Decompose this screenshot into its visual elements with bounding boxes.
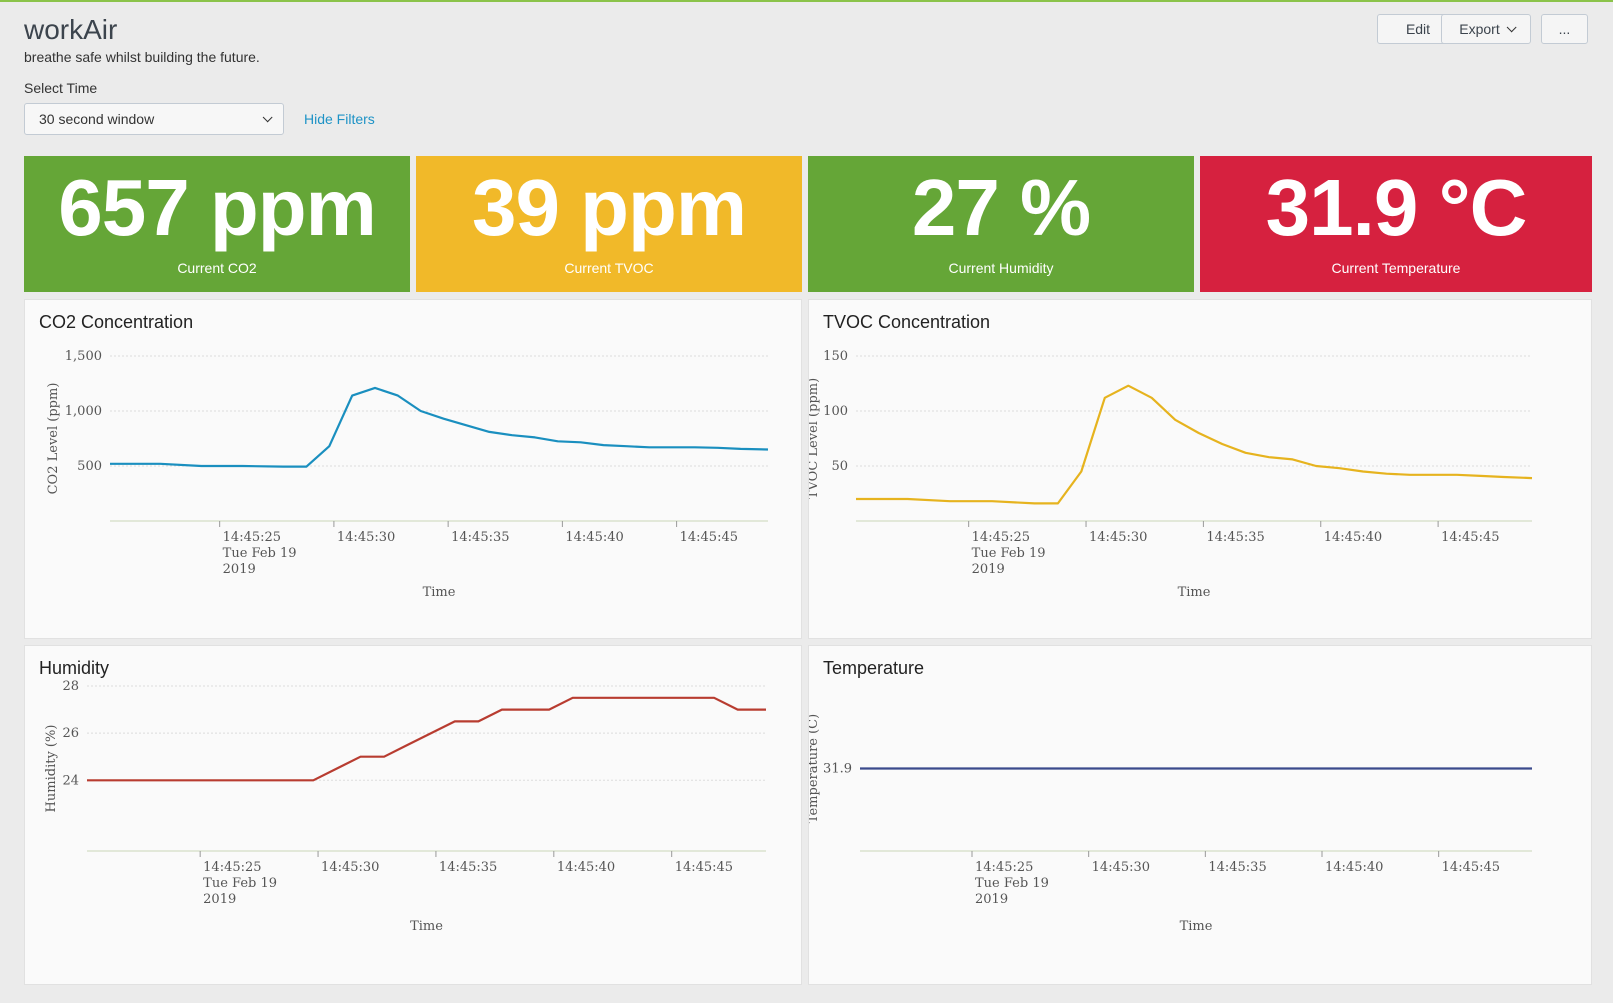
y-tick-label: 100: [823, 404, 848, 419]
x-tick-label: 14:45:45: [680, 530, 738, 545]
tile-value: 31.9 °C: [1265, 163, 1528, 252]
x-tick-label: 14:45:35: [439, 860, 497, 875]
x-tick-label: 2019: [975, 892, 1008, 907]
series-line: [856, 384, 1533, 505]
panel-title: Humidity: [39, 658, 110, 678]
tile-value: 39 ppm: [471, 163, 747, 252]
tile-value: 657 ppm: [58, 163, 377, 252]
tile-label: Current CO2: [177, 260, 257, 276]
tile-label: Current Temperature: [1331, 260, 1461, 276]
x-tick-label: 14:45:45: [675, 860, 733, 875]
panel-co2: CO2 Concentration 500 1,000 1,500 14:45:25 T…: [24, 299, 802, 639]
tile-value: 27 %: [911, 163, 1091, 252]
panel-title: CO2 Concentration: [39, 312, 194, 332]
x-tick-label: 14:45:45: [1441, 530, 1499, 545]
series-line: [110, 386, 769, 468]
x-tick-label: 14:45:35: [1208, 860, 1266, 875]
y-axis-title: CO2 Level (ppm): [46, 383, 61, 495]
x-tick-label: 14:45:40: [1324, 530, 1382, 545]
panel-temperature: Temperature 31.9 14:45:25 Tue Feb 19 2019 14…: [808, 645, 1592, 985]
export-button[interactable]: Export: [1441, 14, 1531, 44]
tile-label: Current TVOC: [564, 260, 654, 276]
y-axis-title: Temperature (C): [809, 714, 821, 823]
x-tick-label: 14:45:25: [975, 860, 1033, 875]
tile-current-co2: 657 ppm Current CO2: [24, 156, 410, 292]
y-axis-title: TVOC Level (ppm): [809, 378, 821, 499]
x-axis-title: Time: [423, 585, 456, 600]
time-filter-label: Select Time: [24, 80, 98, 96]
panel-tvoc: TVOC Concentration 50 100 150 14:45:25 Tue F…: [808, 299, 1592, 639]
x-tick-label: 14:45:40: [1325, 860, 1383, 875]
tile-label: Current Humidity: [948, 260, 1054, 276]
panel-title: TVOC Concentration: [823, 312, 991, 332]
export-button-label: Export: [1459, 21, 1500, 37]
y-tick-label: 500: [77, 459, 102, 474]
y-tick-label: 1,500: [65, 349, 102, 364]
more-button[interactable]: ...: [1541, 14, 1588, 44]
x-tick-label: 2019: [972, 562, 1005, 577]
x-tick-label: 14:45:40: [565, 530, 623, 545]
dashboard-title: workAir: [24, 14, 118, 45]
time-select[interactable]: 30 second window: [24, 103, 284, 135]
x-tick-label: 14:45:25: [972, 530, 1030, 545]
x-tick-label: 2019: [223, 562, 256, 577]
x-tick-label: 14:45:45: [1442, 860, 1500, 875]
tile-current-humidity: 27 % Current Humidity: [808, 156, 1194, 292]
y-tick-label: 28: [62, 679, 79, 694]
x-axis-title: Time: [410, 919, 443, 934]
tile-current-temperature: 31.9 °C Current Temperature: [1200, 156, 1592, 292]
x-tick-label: 14:45:30: [1092, 860, 1150, 875]
x-axis-title: Time: [1178, 585, 1211, 600]
chevron-down-icon: [262, 111, 273, 122]
chevron-down-icon: [1506, 21, 1517, 32]
x-tick-label: 14:45:30: [1089, 530, 1147, 545]
y-tick-label: 150: [823, 349, 848, 364]
panel-title: Temperature: [823, 658, 925, 678]
time-select-value: 30 second window: [39, 111, 155, 127]
x-tick-label: 14:45:35: [1206, 530, 1264, 545]
x-tick-label: Tue Feb 19: [203, 876, 277, 891]
series-line: [87, 696, 766, 782]
y-tick-label: 26: [62, 726, 79, 741]
x-tick-label: 14:45:40: [557, 860, 615, 875]
y-tick-label: 50: [831, 459, 848, 474]
x-tick-label: 2019: [203, 892, 236, 907]
x-tick-label: Tue Feb 19: [975, 876, 1049, 891]
y-tick-label: 31.9: [823, 762, 852, 777]
x-axis-title: Time: [1180, 919, 1213, 934]
edit-button-label: Edit: [1405, 21, 1431, 37]
x-tick-label: 14:45:30: [337, 530, 395, 545]
x-tick-label: 14:45:30: [321, 860, 379, 875]
y-tick-label: 24: [62, 773, 79, 788]
hide-filters-link[interactable]: Hide Filters: [304, 111, 375, 127]
more-button-label: ...: [1558, 21, 1571, 37]
x-tick-label: 14:45:35: [451, 530, 509, 545]
x-tick-label: 14:45:25: [203, 860, 261, 875]
x-tick-label: Tue Feb 19: [223, 546, 297, 561]
x-tick-label: 14:45:25: [223, 530, 281, 545]
tile-current-tvoc: 39 ppm Current TVOC: [416, 156, 802, 292]
panel-humidity: Humidity 24 26 28 14:45:25 Tue Feb 19 2019 14:…: [24, 645, 802, 985]
y-tick-label: 1,000: [65, 404, 102, 419]
x-tick-label: Tue Feb 19: [972, 546, 1046, 561]
y-axis-title: Humidity (%): [44, 725, 59, 813]
dashboard-description: breathe safe whilst building the future.: [24, 49, 260, 65]
